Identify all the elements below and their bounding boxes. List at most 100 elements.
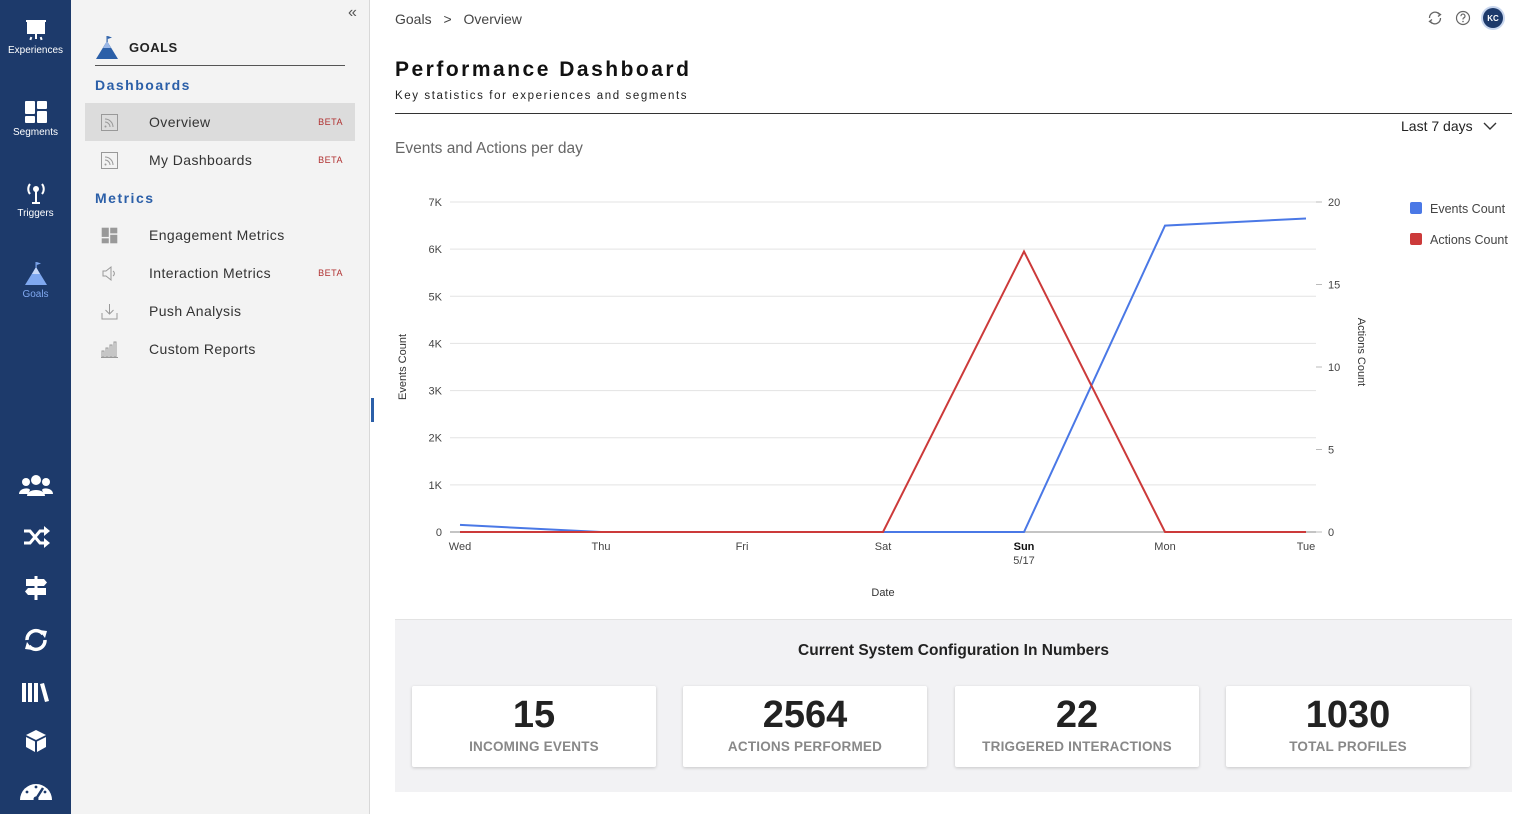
mountain-flag-icon (24, 262, 47, 285)
y2-tick-label: 15 (1328, 280, 1340, 292)
tiles-icon (99, 227, 119, 244)
events-actions-line-chart: 0 1K 2K 3K 4K 5K 6K 7K 0 5 10 15 20 Wed Thu Fri Sat Sun 5/… (397, 197, 1508, 599)
section-title-metrics: Metrics (95, 190, 155, 206)
y-tick-label: 2K (429, 433, 443, 445)
bar-chart-icon (99, 341, 119, 358)
chart-title: Events and Actions per day (395, 140, 583, 157)
sidebar-title: GOALS (129, 40, 178, 55)
y2-tick-label: 5 (1328, 445, 1334, 457)
series-line-actions-count (460, 249, 1306, 533)
rss-icon (99, 151, 119, 169)
stat-card-actions-performed: 2564 ACTIONS PERFORMED (683, 686, 927, 767)
y-tick-label: 3K (429, 386, 443, 398)
stat-label: TOTAL PROFILES (1289, 739, 1407, 754)
signpost-button[interactable] (0, 568, 71, 608)
breadcrumb-overview: Overview (463, 11, 522, 27)
stat-card-triggered-interactions: 22 TRIGGERED INTERACTIONS (955, 686, 1199, 767)
stat-label: INCOMING EVENTS (469, 739, 599, 754)
stat-label: ACTIONS PERFORMED (727, 739, 883, 754)
sidebar-item-overview[interactable]: Overview BETA (85, 103, 355, 141)
breadcrumb: Goals > Overview (395, 11, 530, 27)
rail-item-experiences[interactable]: Experiences (0, 18, 71, 56)
sidebar-item-push-analysis[interactable]: Push Analysis (85, 292, 355, 330)
stat-card-incoming-events: 15 INCOMING EVENTS (412, 686, 656, 767)
legend-swatch (1410, 202, 1422, 214)
sidebar-header: GOALS (95, 30, 345, 66)
rail-label-triggers: Triggers (17, 208, 54, 219)
x-tick-sublabel: 5/17 (1013, 555, 1034, 567)
stat-label: TRIGGERED INTERACTIONS (982, 739, 1172, 754)
beta-badge: BETA (318, 268, 343, 278)
users-icon (18, 475, 53, 496)
title-divider (395, 113, 1512, 114)
shuffle-button[interactable] (0, 517, 71, 557)
stat-value: 1030 (1305, 694, 1391, 736)
speaker-icon (99, 265, 119, 282)
help-icon[interactable] (1455, 10, 1471, 26)
sidebar-item-my-dashboards[interactable]: My Dashboards BETA (85, 141, 355, 179)
stats-title: Current System Configuration In Numbers (798, 642, 1109, 659)
download-icon (99, 303, 119, 320)
section-title-dashboards: Dashboards (95, 77, 191, 93)
library-icon (21, 683, 49, 702)
sidebar-item-interaction-metrics[interactable]: Interaction Metrics BETA (85, 254, 355, 292)
sidebar-item-label: Custom Reports (149, 341, 256, 357)
resize-handle[interactable] (371, 398, 374, 422)
users-button[interactable] (0, 465, 71, 505)
speedometer-icon (19, 784, 52, 802)
shuffle-icon (23, 526, 50, 548)
user-avatar[interactable]: KC (1483, 8, 1503, 28)
breadcrumb-separator: > (443, 11, 452, 27)
stat-value: 2564 (762, 694, 848, 736)
date-range-select[interactable]: Last 7 days (1401, 118, 1497, 134)
page-subtitle: Key statistics for experiences and segme… (395, 90, 689, 102)
sidebar-item-label: My Dashboards (149, 152, 253, 168)
stat-value: 15 (512, 694, 556, 736)
rail-label-experiences: Experiences (7, 45, 64, 56)
refresh-button[interactable] (0, 620, 71, 660)
chevron-down-icon (1483, 122, 1497, 130)
y-tick-label: 7K (429, 197, 443, 209)
page-title: Performance Dashboard (395, 58, 692, 81)
tiles-icon (24, 101, 47, 123)
sidebar-item-label: Interaction Metrics (149, 265, 271, 281)
secondary-sidebar: « GOALS Dashboards Overview BETA My Dash… (71, 0, 370, 814)
beta-badge: BETA (318, 117, 343, 127)
top-toolbar: KC (1427, 8, 1503, 28)
rail-item-triggers[interactable]: Triggers (0, 181, 71, 219)
sidebar-item-custom-reports[interactable]: Custom Reports (85, 330, 355, 368)
collapse-sidebar-button[interactable]: « (348, 4, 364, 22)
x-tick-label: Sun (1014, 541, 1035, 553)
breadcrumb-goals[interactable]: Goals (395, 11, 432, 27)
y2-axis-title: Actions Count (1355, 318, 1367, 386)
rail-item-segments[interactable]: Segments (0, 100, 71, 138)
package-button[interactable] (0, 721, 71, 761)
rail-label-segments: Segments (12, 127, 59, 138)
x-tick-label: Mon (1154, 541, 1175, 553)
mountain-flag-icon (96, 35, 118, 59)
y-axis-title: Events Count (397, 334, 409, 400)
rail-item-goals[interactable]: Goals (0, 262, 71, 300)
signpost-icon (24, 576, 47, 600)
y2-tick-label: 10 (1328, 362, 1340, 374)
y2-tick-label: 20 (1328, 197, 1340, 209)
legend-label: Actions Count (1430, 233, 1508, 247)
sync-icon[interactable] (1427, 10, 1443, 26)
date-range-value: Last 7 days (1401, 118, 1473, 134)
double-chevron-left-icon: « (348, 4, 357, 21)
x-axis-title: Date (871, 587, 894, 599)
x-tick-label: Wed (449, 541, 471, 553)
presentation-board-icon (25, 20, 46, 41)
sidebar-item-engagement-metrics[interactable]: Engagement Metrics (85, 216, 355, 254)
refresh-icon (24, 628, 47, 652)
x-tick-label: Sat (875, 541, 892, 553)
y-tick-label: 5K (429, 291, 443, 303)
speedometer-button[interactable] (0, 770, 71, 810)
y-tick-label: 0 (436, 527, 442, 539)
x-tick-label: Fri (736, 541, 749, 553)
x-tick-label: Tue (1297, 541, 1316, 553)
main-rail: Experiences Segments Triggers Goals (0, 0, 71, 814)
library-button[interactable] (0, 671, 71, 711)
y-tick-label: 1K (429, 480, 443, 492)
antenna-icon (26, 183, 45, 204)
